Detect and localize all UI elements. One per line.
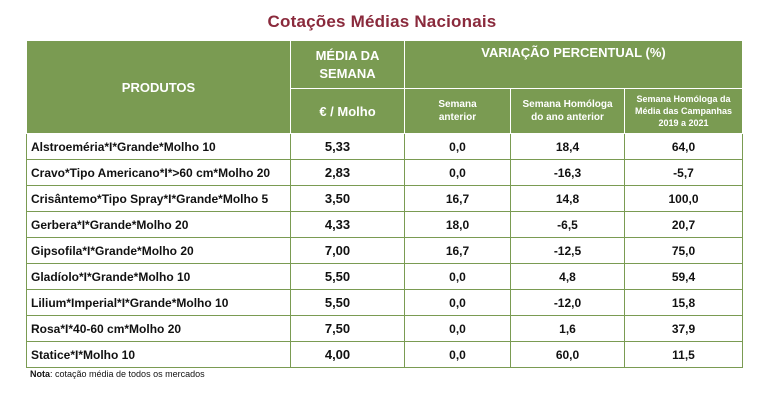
cell-homologa-media: 11,5 [623,341,744,368]
cell-homologa-media: 100,0 [623,185,744,212]
header-homologa-line2: do ano anterior [531,112,604,123]
cell-homologa: -12,0 [510,289,625,316]
cell-media: 2,83 [290,159,405,186]
cell-anterior: 0,0 [404,341,511,368]
cell-homologa-media: 59,4 [623,263,744,290]
cell-produto: Lilium*Imperial*I*Grande*Molho 10 [26,289,291,316]
header-semana-anterior-line1: Semana [438,99,477,110]
table-row: Crisântemo*Tipo Spray*I*Grande*Molho 5 3… [26,185,744,212]
table-row: Gladíolo*I*Grande*Molho 10 5,50 0,0 4,8 … [26,263,744,290]
cell-produto: Statice*I*Molho 10 [26,341,291,368]
header-media-line2: SEMANA [319,65,376,81]
header-variacao: VARIAÇÃO PERCENTUAL (%) [403,40,744,89]
footnote: Nota: cotação média de todos os mercados [30,369,205,379]
cell-homologa: -16,3 [510,159,625,186]
header-semana-anterior-line2: anterior [438,112,477,123]
header-homologa-media-line1: Semana Homóloga da [636,94,731,104]
cell-anterior: 0,0 [404,289,511,316]
footnote-label: Nota [30,369,50,379]
cell-anterior: 18,0 [404,211,511,238]
cell-homologa-media: 20,7 [623,211,744,238]
table-row: Statice*I*Molho 10 4,00 0,0 60,0 11,5 [26,341,744,368]
cell-anterior: 0,0 [404,159,511,186]
table-row: Gerbera*I*Grande*Molho 20 4,33 18,0 -6,5… [26,211,744,238]
cell-media: 3,50 [290,185,405,212]
cell-produto: Gladíolo*I*Grande*Molho 10 [26,263,291,290]
cell-produto: Rosa*I*40-60 cm*Molho 20 [26,315,291,342]
cell-produto: Cravo*Tipo Americano*I*>60 cm*Molho 20 [26,159,291,186]
cell-produto: Gipsofila*I*Grande*Molho 20 [26,237,291,264]
cell-media: 5,50 [290,289,405,316]
cell-homologa: 4,8 [510,263,625,290]
header-homologa-line1: Semana Homóloga [522,99,613,110]
cell-homologa-media: 37,9 [623,315,744,342]
price-table: PRODUTOS MÉDIA DA SEMANA VARIAÇÃO PERCEN… [26,40,744,368]
cell-homologa: -12,5 [510,237,625,264]
header-media-semana: MÉDIA DA SEMANA [290,40,405,89]
table-row: Lilium*Imperial*I*Grande*Molho 10 5,50 0… [26,289,744,316]
cell-anterior: 16,7 [404,237,511,264]
cell-anterior: 16,7 [404,185,511,212]
cell-homologa: 18,4 [510,133,625,160]
header-homologa-media-line3: 2019 a 2021 [658,118,709,128]
cell-media: 7,50 [290,315,405,342]
cell-homologa: -6,5 [510,211,625,238]
cell-media: 7,00 [290,237,405,264]
cell-homologa-media: 75,0 [623,237,744,264]
cell-homologa-media: -5,7 [623,159,744,186]
cell-media: 5,33 [290,133,405,160]
cell-anterior: 0,0 [404,315,511,342]
cell-homologa-media: 64,0 [623,133,744,160]
header-homologa: Semana Homóloga do ano anterior [510,88,625,134]
header-homologa-media: Semana Homóloga da Média das Campanhas 2… [623,88,744,134]
cell-media: 4,33 [290,211,405,238]
cell-media: 4,00 [290,341,405,368]
table-row: Alstroeméria*I*Grande*Molho 10 5,33 0,0 … [26,133,744,160]
cell-produto: Alstroeméria*I*Grande*Molho 10 [26,133,291,160]
cell-homologa-media: 15,8 [623,289,744,316]
header-unit: € / Molho [290,88,405,134]
header-homologa-media-line2: Média das Campanhas [635,106,733,116]
cell-homologa: 1,6 [510,315,625,342]
cell-anterior: 0,0 [404,133,511,160]
header-semana-anterior: Semana anterior [404,88,511,134]
cell-homologa: 60,0 [510,341,625,368]
table-row: Gipsofila*I*Grande*Molho 20 7,00 16,7 -1… [26,237,744,264]
cell-homologa: 14,8 [510,185,625,212]
header-produtos: PRODUTOS [26,40,291,134]
cell-produto: Crisântemo*Tipo Spray*I*Grande*Molho 5 [26,185,291,212]
header-media-line1: MÉDIA DA [315,47,380,63]
page-title: Cotações Médias Nacionais [267,12,497,31]
table-row: Rosa*I*40-60 cm*Molho 20 7,50 0,0 1,6 37… [26,315,744,342]
footnote-text: : cotação média de todos os mercados [50,369,205,379]
table-row: Cravo*Tipo Americano*I*>60 cm*Molho 20 2… [26,159,744,186]
cell-produto: Gerbera*I*Grande*Molho 20 [26,211,291,238]
cell-media: 5,50 [290,263,405,290]
cell-anterior: 0,0 [404,263,511,290]
